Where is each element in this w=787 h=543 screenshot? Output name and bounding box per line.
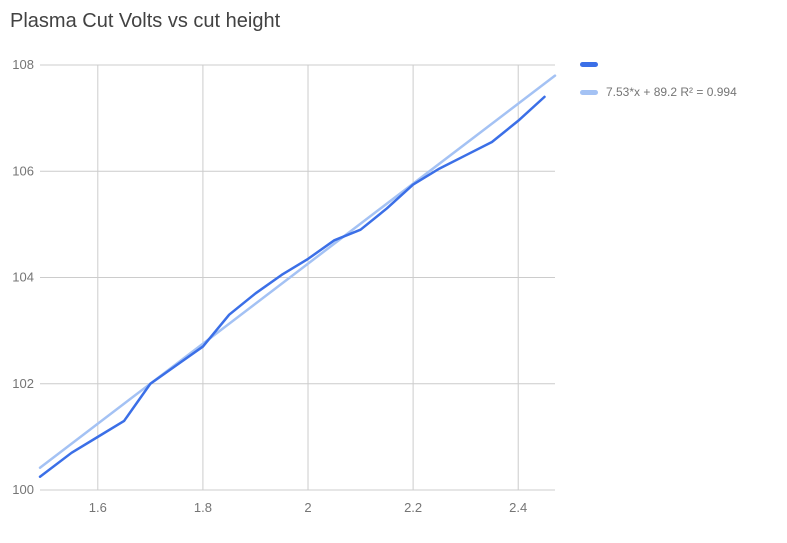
legend-item-series xyxy=(580,57,737,71)
y-axis-tick-label: 106 xyxy=(12,163,34,178)
trendline xyxy=(38,74,557,469)
y-axis-tick-label: 108 xyxy=(12,57,34,72)
x-axis-tick-label: 2.2 xyxy=(404,500,422,515)
series-line xyxy=(38,95,546,478)
x-axis-tick-label: 1.6 xyxy=(89,500,107,515)
chart-title: Plasma Cut Volts vs cut height xyxy=(10,10,281,32)
y-axis-tick-label: 104 xyxy=(12,270,34,285)
legend-item-trendline: 7.53*x + 89.2 R² = 0.994 xyxy=(580,85,737,99)
legend-trendline-label: 7.53*x + 89.2 R² = 0.994 xyxy=(606,85,737,99)
series-swatch xyxy=(580,61,598,67)
chart-legend: 7.53*x + 89.2 R² = 0.994 xyxy=(580,57,737,113)
y-axis-tick-label: 102 xyxy=(12,376,34,391)
trendline-swatch xyxy=(580,89,598,95)
x-axis-tick-label: 2.4 xyxy=(509,500,527,515)
x-axis-tick-label: 2 xyxy=(304,500,311,515)
x-axis-tick-label: 1.8 xyxy=(194,500,212,515)
y-axis-tick-label: 100 xyxy=(12,482,34,497)
